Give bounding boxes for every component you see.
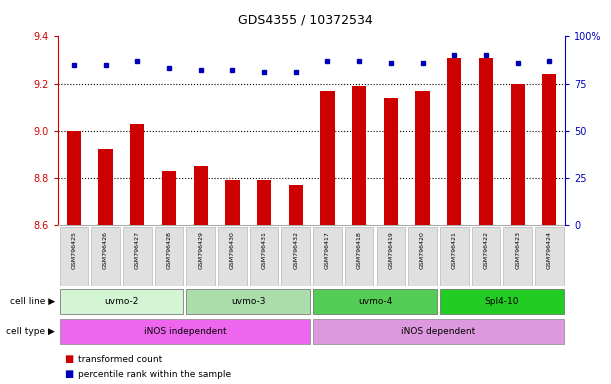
Bar: [225, 180, 240, 225]
Text: Spl4-10: Spl4-10: [485, 297, 519, 306]
Text: GSM796418: GSM796418: [357, 231, 362, 269]
Bar: [352, 86, 366, 225]
Bar: [186, 227, 215, 286]
Bar: [98, 149, 112, 225]
Text: GSM796432: GSM796432: [293, 231, 298, 269]
Text: ■: ■: [64, 369, 73, 379]
Bar: [60, 319, 310, 344]
Text: GSM796421: GSM796421: [452, 231, 457, 269]
Text: GSM796419: GSM796419: [389, 231, 393, 269]
Text: uvmo-2: uvmo-2: [104, 297, 139, 306]
Text: GSM796417: GSM796417: [325, 231, 330, 269]
Bar: [155, 227, 183, 286]
Text: GSM796428: GSM796428: [166, 231, 172, 269]
Text: cell line ▶: cell line ▶: [10, 297, 55, 306]
Bar: [130, 124, 144, 225]
Bar: [250, 227, 279, 286]
Bar: [313, 227, 342, 286]
Bar: [60, 290, 183, 314]
Text: iNOS dependent: iNOS dependent: [401, 327, 475, 336]
Bar: [415, 91, 430, 225]
Bar: [472, 227, 500, 286]
Bar: [408, 227, 437, 286]
Bar: [282, 227, 310, 286]
Bar: [345, 227, 373, 286]
Bar: [123, 227, 152, 286]
Bar: [384, 98, 398, 225]
Bar: [313, 319, 563, 344]
Text: GSM796430: GSM796430: [230, 231, 235, 269]
Bar: [60, 227, 88, 286]
Text: GDS4355 / 10372534: GDS4355 / 10372534: [238, 13, 373, 26]
Bar: [67, 131, 81, 225]
Bar: [511, 84, 525, 225]
Bar: [535, 227, 563, 286]
Bar: [542, 74, 557, 225]
Text: transformed count: transformed count: [78, 354, 162, 364]
Bar: [162, 170, 176, 225]
Text: ■: ■: [64, 354, 73, 364]
Bar: [194, 166, 208, 225]
Text: GSM796420: GSM796420: [420, 231, 425, 269]
Bar: [440, 290, 563, 314]
Bar: [186, 290, 310, 314]
Bar: [503, 227, 532, 286]
Bar: [218, 227, 247, 286]
Text: GSM796424: GSM796424: [547, 231, 552, 269]
Bar: [479, 58, 493, 225]
Text: percentile rank within the sample: percentile rank within the sample: [78, 370, 231, 379]
Text: GSM796431: GSM796431: [262, 231, 266, 269]
Text: GSM796426: GSM796426: [103, 231, 108, 269]
Bar: [91, 227, 120, 286]
Text: cell type ▶: cell type ▶: [6, 327, 55, 336]
Bar: [376, 227, 405, 286]
Bar: [440, 227, 469, 286]
Text: GSM796425: GSM796425: [71, 231, 76, 269]
Bar: [320, 91, 335, 225]
Bar: [257, 180, 271, 225]
Text: GSM796429: GSM796429: [198, 231, 203, 269]
Text: GSM796422: GSM796422: [483, 231, 488, 269]
Text: GSM796427: GSM796427: [135, 231, 140, 269]
Text: iNOS independent: iNOS independent: [144, 327, 226, 336]
Text: uvmo-4: uvmo-4: [358, 297, 392, 306]
Bar: [447, 58, 461, 225]
Bar: [313, 290, 437, 314]
Bar: [288, 185, 303, 225]
Text: uvmo-3: uvmo-3: [231, 297, 265, 306]
Text: GSM796423: GSM796423: [515, 231, 520, 269]
